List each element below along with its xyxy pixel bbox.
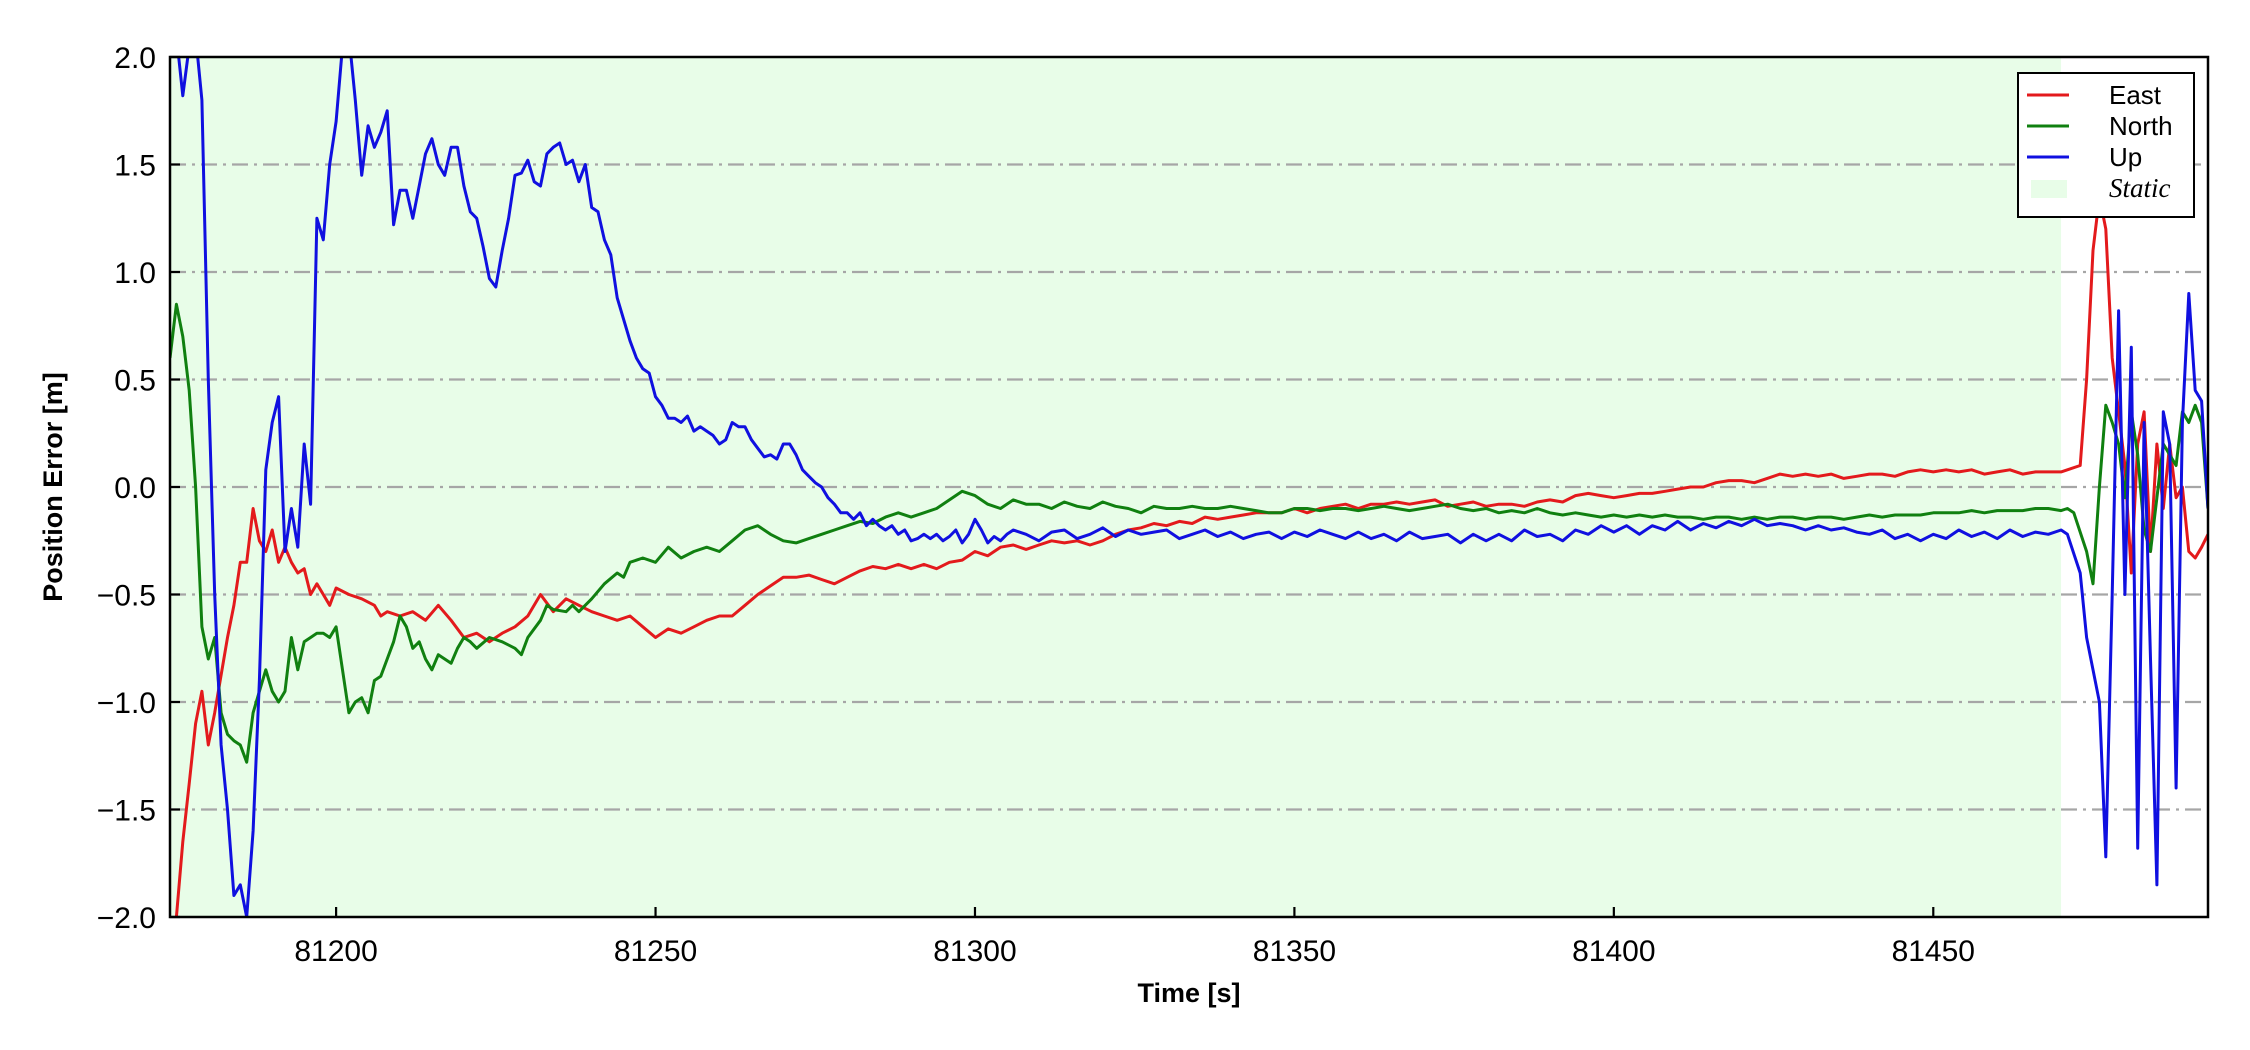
x-tick-label: 81450 — [1892, 935, 1975, 968]
series-line-east — [174, 195, 2208, 917]
x-tick-label: 81200 — [294, 935, 377, 968]
legend-swatch-static — [2031, 180, 2067, 198]
legend-label-static: Static — [2109, 173, 2171, 203]
series-line-north — [170, 302, 2208, 764]
legend-label-east: East — [2109, 80, 2162, 110]
y-tick-label: −2.0 — [97, 902, 156, 935]
series-line-up — [170, 57, 2208, 917]
y-tick-label: 0.5 — [114, 365, 156, 398]
x-axis-label: Time [s] — [1137, 978, 1240, 1008]
y-tick-label: 0.0 — [114, 472, 156, 505]
series-layer — [170, 57, 2208, 917]
y-tick-label: 1.0 — [114, 257, 156, 290]
legend-label-up: Up — [2109, 142, 2142, 172]
x-tick-label: 81300 — [933, 935, 1016, 968]
y-axis-label: Position Error [m] — [38, 372, 68, 602]
tick-layer: 81200 81250 81300 81350 81400 81450 2.0 1.5 1.0 0… — [97, 42, 1975, 968]
y-tick-label: −1.5 — [97, 795, 156, 828]
x-tick-label: 81350 — [1253, 935, 1336, 968]
grid-layer — [170, 163, 2208, 811]
x-tick-label: 81400 — [1572, 935, 1655, 968]
y-tick-label: 2.0 — [114, 42, 156, 75]
y-tick-label: 1.5 — [114, 150, 156, 183]
x-tick-label: 81250 — [614, 935, 697, 968]
legend-label-north: North — [2109, 111, 2173, 141]
y-tick-label: −0.5 — [97, 580, 156, 613]
y-tick-label: −1.0 — [97, 687, 156, 720]
legend: East North Up Static — [2017, 72, 2195, 218]
